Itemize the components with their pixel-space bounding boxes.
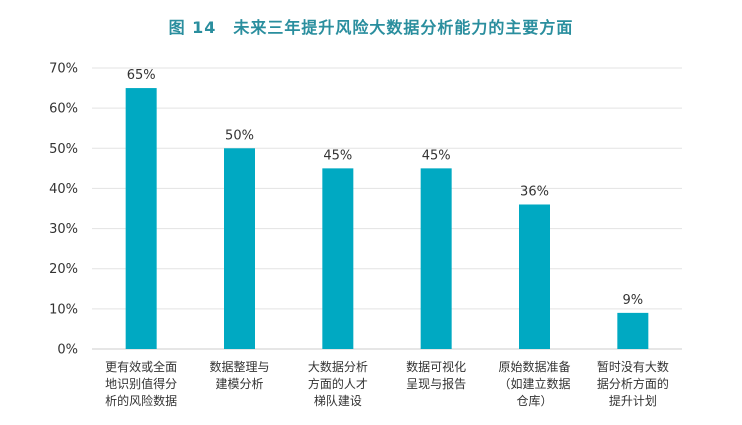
bar [322,168,354,349]
y-tick-label: 20% [49,262,78,277]
bar-value-label: 9% [623,293,644,308]
y-tick-label: 30% [49,222,78,237]
x-category-label: 大数据分析 [308,359,368,374]
x-category-label: 梯队建设 [314,393,362,408]
value-labels: 65% 50% 45% 45% 36% 9% [127,68,643,308]
x-category-label: 呈现与报告 [406,376,466,391]
x-category-label: 析的风险数据 [105,393,177,408]
x-category-label: （如建立数据 [498,376,570,391]
gridlines [92,67,682,350]
bar [519,204,550,349]
bar [420,168,452,349]
y-tick-label: 60% [49,102,78,117]
y-tick-label: 0% [57,343,78,358]
x-category-label: 仓库） [516,393,552,408]
x-category-label: 原始数据准备 [498,359,570,374]
x-category-label: 方面的人才 [308,376,368,391]
bars [125,88,649,350]
bar [125,88,157,350]
y-tick-label: 70% [49,62,78,77]
y-tick-label: 40% [49,182,78,197]
bar-value-label: 36% [520,184,549,199]
bar-value-label: 45% [323,148,352,163]
x-category-label: 数据可视化 [406,359,466,374]
chart-title: 图 14 未来三年提升风险大数据分析能力的主要方面 [168,18,574,37]
y-tick-label: 50% [49,142,78,157]
x-category-label: 更有效或全面 [105,359,177,374]
x-category-label: 地识别值得分 [105,376,177,391]
bar [617,312,649,349]
x-category-label: 暂时没有大数 [597,359,669,374]
y-axis-ticks: 0% 10% 20% 30% 40% 50% 60% 70% [49,62,78,358]
bar-value-label: 65% [127,68,156,83]
bar [224,148,255,349]
bar-value-label: 50% [225,128,254,143]
y-tick-label: 10% [49,302,78,317]
bar-value-label: 45% [422,148,451,163]
x-category-label: 提升计划 [609,393,657,408]
x-category-label: 建模分析 [215,377,263,391]
x-category-label: 数据整理与 [209,359,269,374]
x-category-label: 据分析方面的 [597,376,669,391]
